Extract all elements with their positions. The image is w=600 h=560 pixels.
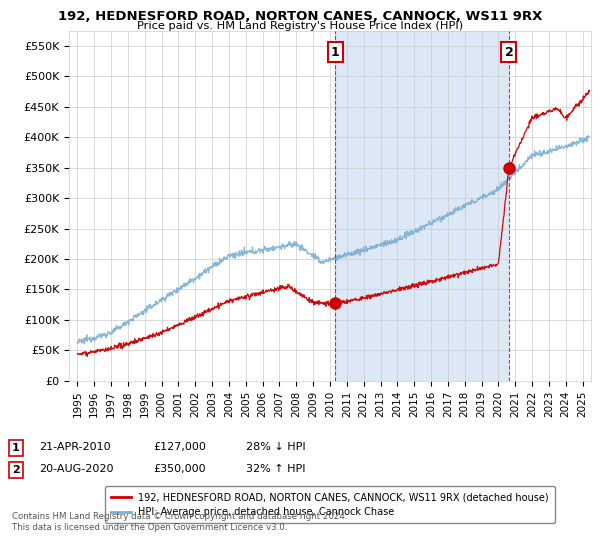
Bar — [335, 31, 509, 381]
Text: 2: 2 — [12, 465, 20, 475]
Text: Contains HM Land Registry data © Crown copyright and database right 2024.
This d: Contains HM Land Registry data © Crown c… — [12, 512, 347, 532]
Text: 20-AUG-2020: 20-AUG-2020 — [39, 464, 113, 474]
Text: 192, HEDNESFORD ROAD, NORTON CANES, CANNOCK, WS11 9RX: 192, HEDNESFORD ROAD, NORTON CANES, CANN… — [58, 10, 542, 23]
Text: 32% ↑ HPI: 32% ↑ HPI — [246, 464, 305, 474]
Text: £350,000: £350,000 — [153, 464, 206, 474]
Text: 28% ↓ HPI: 28% ↓ HPI — [246, 442, 305, 452]
Text: 2: 2 — [505, 45, 514, 59]
Text: 21-APR-2010: 21-APR-2010 — [39, 442, 110, 452]
Text: 1: 1 — [12, 443, 20, 453]
Text: Price paid vs. HM Land Registry's House Price Index (HPI): Price paid vs. HM Land Registry's House … — [137, 21, 463, 31]
Text: 1: 1 — [331, 45, 340, 59]
Text: £127,000: £127,000 — [153, 442, 206, 452]
Legend: 192, HEDNESFORD ROAD, NORTON CANES, CANNOCK, WS11 9RX (detached house), HPI: Ave: 192, HEDNESFORD ROAD, NORTON CANES, CANN… — [105, 487, 555, 523]
